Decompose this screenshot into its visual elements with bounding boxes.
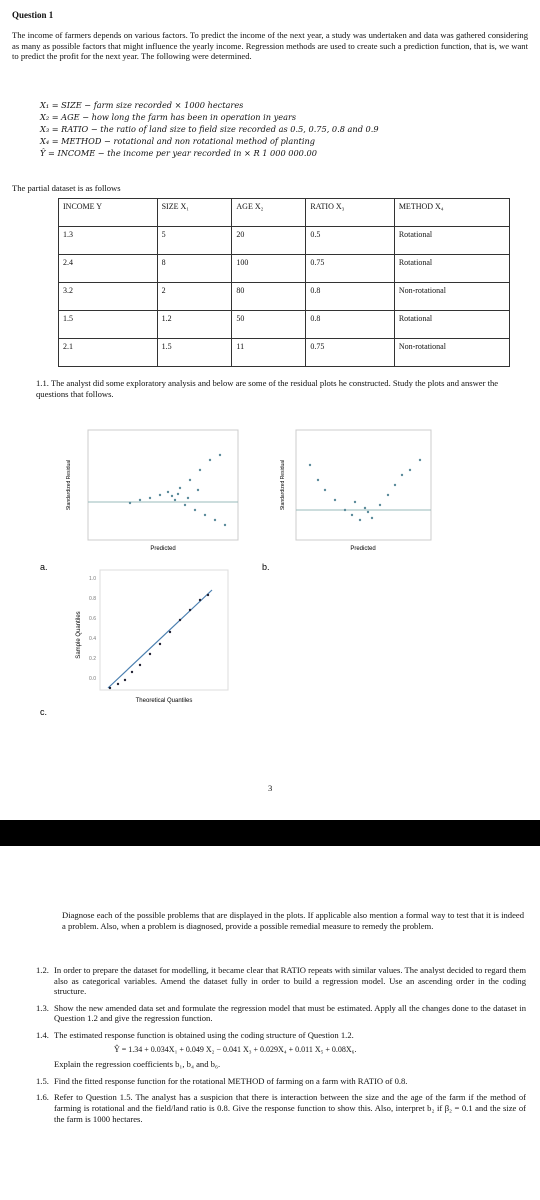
page-break: [0, 820, 540, 846]
table-cell: 20: [231, 226, 307, 255]
table-cell: 50: [231, 310, 307, 339]
y-tick-label: 0.0: [89, 676, 96, 682]
question-title: Question 1: [12, 10, 54, 20]
x-axis-label: Predicted: [350, 546, 375, 552]
residual-plots: Standardized Residual Predicted Standard…: [40, 429, 432, 717]
table-cell: 2: [156, 282, 233, 311]
question-list: 1.2. In order to prepare the dataset for …: [36, 965, 526, 1130]
plot-label: c.: [40, 707, 47, 717]
equation: Ŷ = 1.34 + 0.034X₁ + 0.049 X₂ − 0.041 X₃…: [114, 1044, 357, 1054]
table-cell: 11: [231, 338, 307, 367]
diagnose-text: Diagnose each of the possible problems t…: [62, 910, 524, 931]
intro: The income of farmers depends on various…: [12, 30, 528, 62]
table-cell: 1.3: [58, 226, 158, 255]
table-cell: 100: [231, 254, 307, 283]
question-text: 1.1. The analyst did some exploratory an…: [36, 378, 499, 399]
question-number: 1.2.: [36, 965, 49, 975]
table-cell: Non-rotational: [393, 338, 511, 367]
y-axis-label: Sample Quantiles: [76, 611, 82, 658]
plot-a: Standardized Residual Predicted: [66, 429, 239, 552]
table-row: 2.1 1.5 11 0.75 Non-rotational: [58, 338, 511, 367]
table-cell: 0.75: [305, 254, 395, 283]
header-cell: RATIO X₃: [305, 198, 395, 227]
table-cell: 0.5: [305, 226, 395, 255]
header-cell: INCOME Y: [58, 198, 158, 227]
table-cell: 80: [231, 282, 307, 311]
header-cell: AGE X₂: [231, 198, 307, 227]
y-tick-label: 1.0: [89, 576, 96, 582]
question-number: 1.4.: [36, 1029, 49, 1040]
x-axis-label: Theoretical Quantiles: [136, 698, 193, 704]
table-row: 2.4 8 100 0.75 Rotational: [58, 254, 511, 283]
table-cell: 0.8: [305, 310, 395, 339]
table-cell: 8: [156, 254, 233, 283]
table-caption: The partial dataset is as follows: [12, 183, 121, 193]
x-axis-label: Predicted: [150, 546, 175, 552]
question-text: Find the fitted response function for th…: [54, 1075, 408, 1086]
table-cell: Rotational: [393, 226, 511, 255]
table-cell: 0.8: [305, 282, 395, 311]
question: 1.3. Show the new amended data set and fo…: [36, 1003, 526, 1024]
table-cell: 2.1: [58, 338, 158, 367]
table-row: 1.3 5 20 0.5 Rotational: [58, 226, 511, 255]
page-number: 3: [268, 783, 273, 793]
question-text: Show the new amended data set and formul…: [54, 1002, 526, 1024]
variable: X₂ = AGE − how long the farm has been in…: [40, 112, 297, 122]
y-axis-label: Standardized Residual: [66, 460, 72, 510]
table-cell: 1.2: [156, 310, 233, 339]
question: 1.2. In order to prepare the dataset for …: [36, 965, 526, 997]
question: 1.5. Find the fitted response function fo…: [36, 1076, 526, 1087]
question-number: 1.5.: [36, 1075, 49, 1086]
plot-label: b.: [262, 562, 270, 572]
table-cell: Non-rotational: [393, 282, 511, 311]
question: 1.4. The estimated response function is o…: [36, 1030, 526, 1070]
table-cell: 1.5: [156, 338, 233, 367]
variable: X₄ = METHOD − rotational and non rotatio…: [40, 136, 315, 146]
table-cell: 0.75: [305, 338, 395, 367]
table-row: 3.2 2 80 0.8 Non-rotational: [58, 282, 511, 311]
table-cell: 5: [156, 226, 233, 255]
header-cell: SIZE X₁: [156, 198, 233, 227]
question: 1.6. Refer to Question 1.5. The analyst h…: [36, 1092, 526, 1124]
plot-c: 1.0 0.8 0.6 0.4 0.2 0.0 Sample Quantiles Theo…: [76, 569, 229, 704]
y-tick-label: 0.8: [89, 596, 96, 602]
variable: X₃ = RATIO − the ratio of land size to f…: [40, 124, 379, 134]
y-tick-label: 0.6: [89, 616, 96, 622]
table-cell: 2.4: [58, 254, 158, 283]
y-tick-label: 0.4: [89, 636, 96, 642]
y-tick-label: 0.2: [89, 656, 96, 662]
question-text: The estimated response function is obtai…: [54, 1029, 354, 1040]
table-cell: Rotational: [393, 254, 511, 283]
question-text: In order to prepare the dataset for mode…: [54, 965, 526, 997]
plot-b: Standardized Residual Predicted: [280, 429, 432, 552]
table-cell: 3.2: [58, 282, 158, 311]
table-cell: Rotational: [393, 310, 511, 339]
question-followup: Explain the regression coefficients b₁, …: [54, 1059, 221, 1070]
variable: Ŷ = INCOME − the income per year recorde…: [40, 148, 317, 158]
table-row: 1.5 1.2 50 0.8 Rotational: [58, 310, 511, 339]
variable: X₁ = SIZE − farm size recorded × 1000 he…: [40, 100, 244, 110]
header-cell: METHOD X₄: [393, 198, 511, 227]
table-cell: 1.5: [58, 310, 158, 339]
y-axis-label: Standardized Residual: [280, 460, 286, 510]
question-number: 1.6.: [36, 1092, 49, 1103]
table-header-row: INCOME Y SIZE X₁ AGE X₂ RATIO X₃ METHOD X₄: [58, 198, 511, 227]
plot-label: a.: [40, 562, 48, 572]
question-number: 1.3.: [36, 1002, 49, 1013]
dataset-table: INCOME Y SIZE X₁ AGE X₂ RATIO X₃ METHOD X₄ 1.…: [58, 198, 511, 367]
question-text: Refer to Question 1.5. The analyst has a…: [54, 1092, 526, 1124]
